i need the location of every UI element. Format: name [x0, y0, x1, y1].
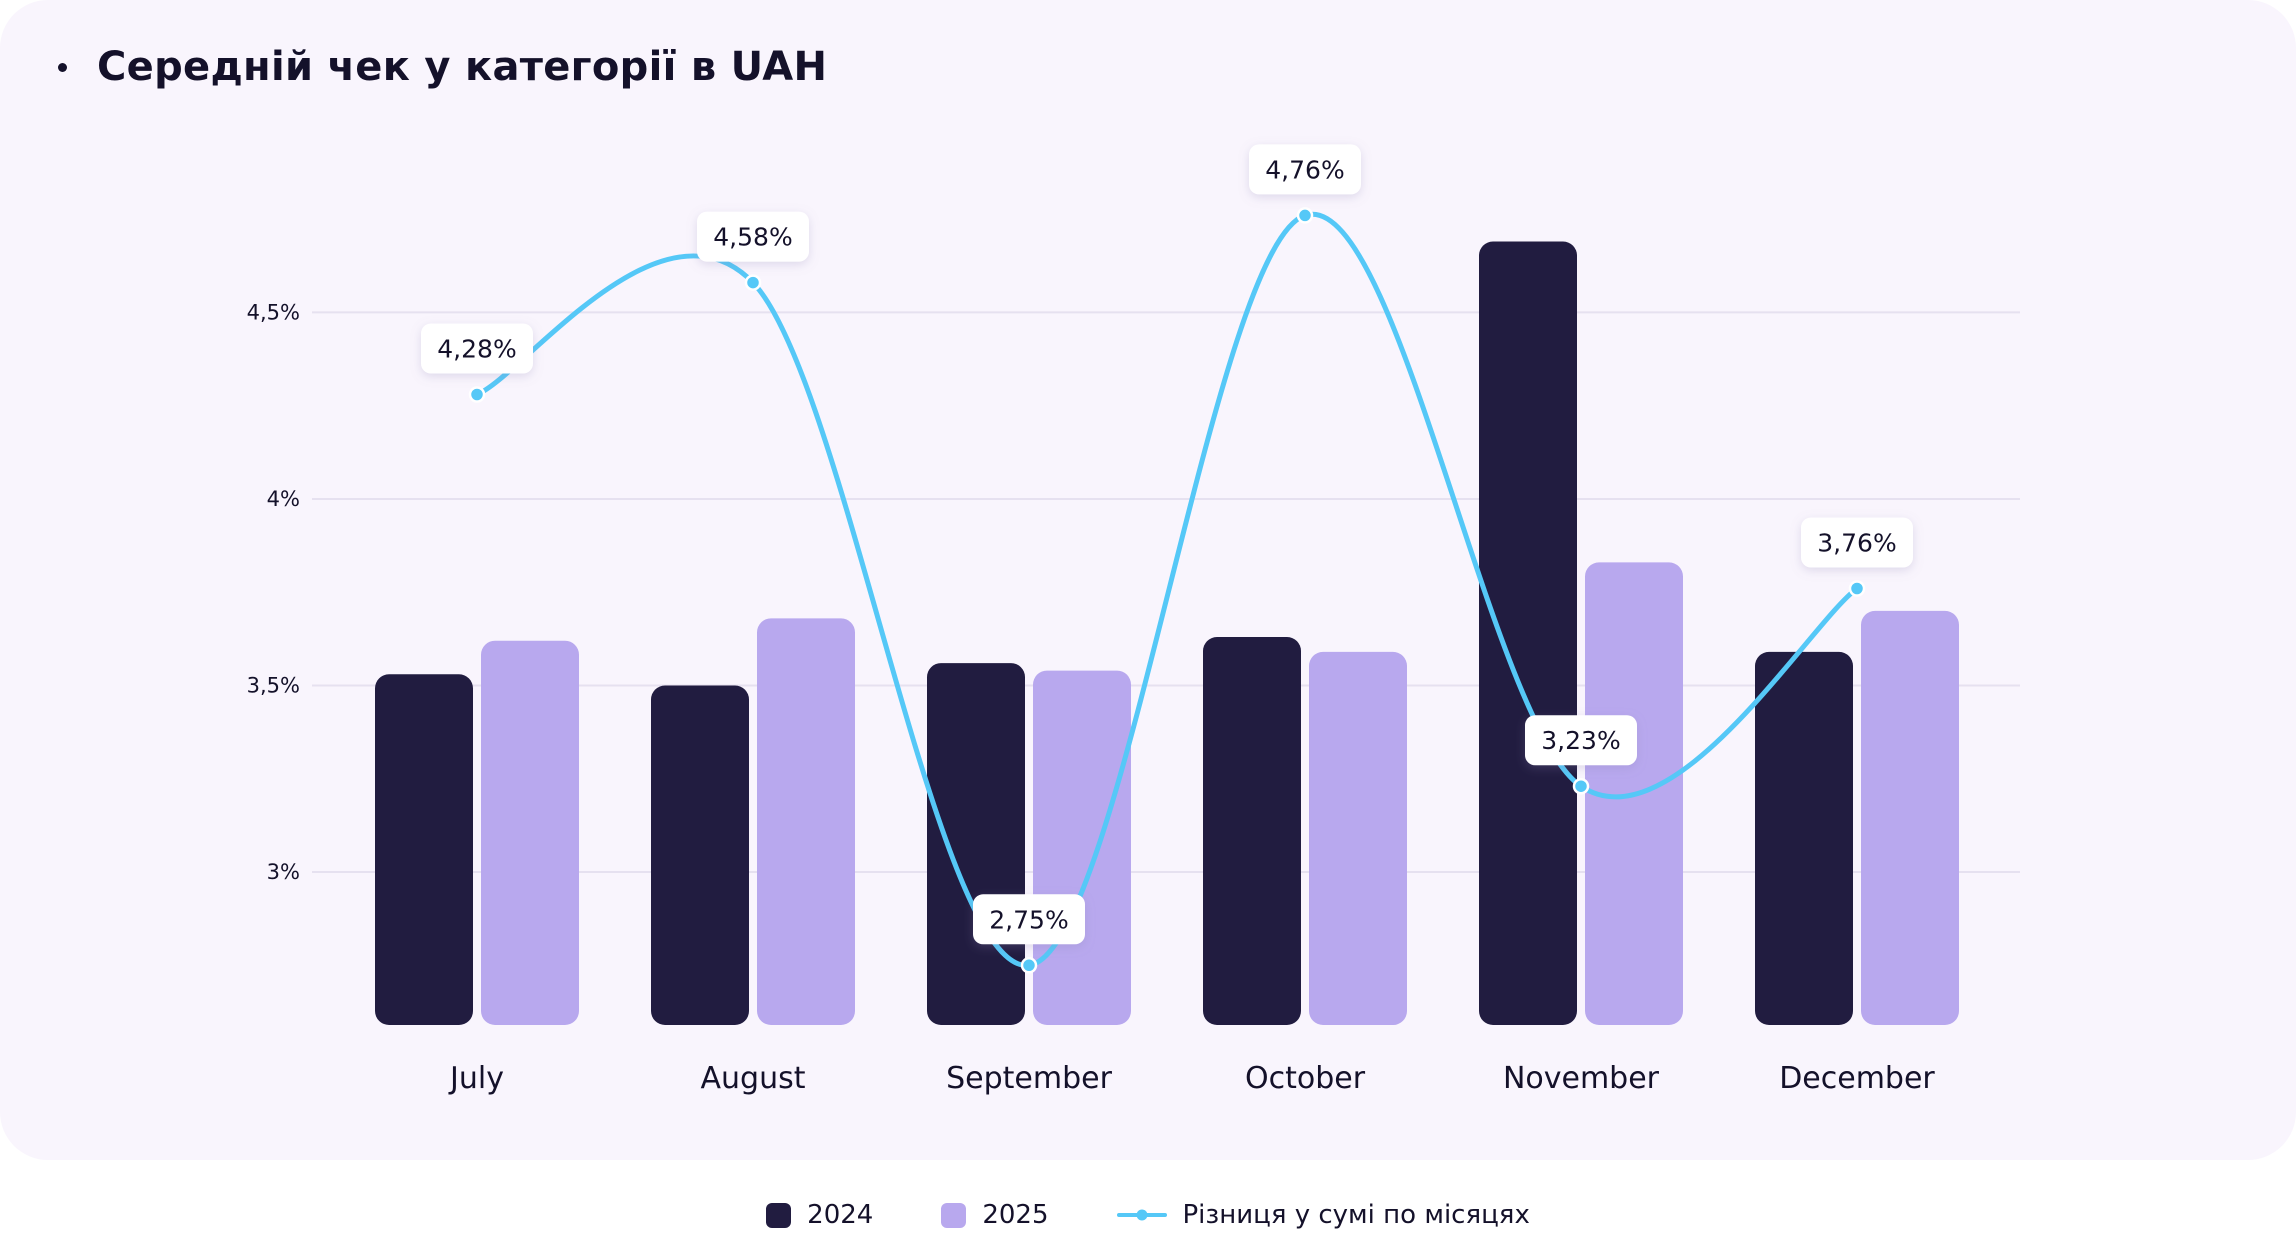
- line-data-label: 4,76%: [1249, 144, 1361, 195]
- bullet-icon: [58, 62, 67, 72]
- line-point: [468, 386, 486, 403]
- bar-2024-october: [1203, 637, 1301, 1025]
- line-point: [744, 274, 762, 291]
- chart-svg: 3% 3,5% 4% 4,5% July August September October N…: [247, 144, 2020, 1096]
- legend-label-difference: Різниця у сумі по місяцях: [1182, 1200, 1530, 1230]
- data-label-box: [1525, 715, 1637, 766]
- x-tick-label: July: [448, 1061, 504, 1096]
- y-tick-label: 4%: [267, 487, 300, 511]
- data-label-box: [1249, 144, 1361, 195]
- line-point: [1572, 777, 1590, 795]
- data-label-text: 3,76%: [1817, 529, 1896, 558]
- legend-item-2024[interactable]: 2024: [766, 1200, 873, 1230]
- data-label-box: [1801, 517, 1913, 568]
- grid-lines: [312, 311, 2020, 874]
- bar-2025-september: [1033, 670, 1131, 1025]
- bar-2024-july: [375, 674, 473, 1025]
- bar-2025-december: [1861, 610, 1959, 1025]
- y-tick-label: 3,5%: [247, 674, 300, 698]
- legend: 2024 2025 Різниця у сумі по місяцях: [0, 1200, 2296, 1230]
- data-label-text: 4,58%: [713, 223, 792, 252]
- bars: [375, 241, 1959, 1026]
- data-label-box: [421, 323, 533, 374]
- data-label-box: [697, 211, 809, 262]
- legend-item-2025[interactable]: 2025: [941, 1200, 1049, 1230]
- x-tick-label: September: [946, 1061, 1112, 1096]
- line-point: [1296, 207, 1314, 224]
- y-tick-label: 3%: [267, 860, 300, 884]
- legend-item-difference[interactable]: Різниця у сумі по місяцях: [1116, 1200, 1530, 1230]
- data-label-text: 4,28%: [437, 335, 516, 364]
- line-data-label: 2,75%: [973, 894, 1085, 945]
- x-tick-label: December: [1779, 1061, 1935, 1096]
- line-data-label: 4,28%: [421, 323, 533, 374]
- x-tick-label: November: [1503, 1061, 1660, 1096]
- legend-label-2025: 2025: [982, 1200, 1049, 1230]
- data-label-text: 4,76%: [1265, 155, 1344, 184]
- bar-2024-september: [927, 663, 1025, 1025]
- line-point: [1848, 580, 1866, 597]
- bar-2025-august: [757, 618, 855, 1025]
- bar-2024-november: [1479, 241, 1577, 1026]
- x-tick-label: August: [701, 1061, 806, 1096]
- data-label-text: 2,75%: [989, 905, 1068, 934]
- bar-2025-july: [481, 640, 579, 1025]
- x-axis-labels: July August September October November Decemb…: [448, 1061, 1935, 1096]
- title-row: Середній чек у категорії в UAH: [58, 44, 827, 90]
- difference-line: [468, 207, 1866, 974]
- bar-2024-december: [1755, 651, 1853, 1025]
- bar-2025-october: [1309, 651, 1407, 1025]
- line-data-label: 3,23%: [1525, 715, 1637, 766]
- legend-swatch-2025: [941, 1202, 967, 1228]
- legend-swatch-2024: [766, 1202, 792, 1228]
- line-data-label: 3,76%: [1801, 517, 1913, 568]
- data-label-text: 3,23%: [1541, 726, 1620, 755]
- legend-label-2024: 2024: [807, 1200, 874, 1230]
- line-data-labels: 4,28% 4,58% 2,75% 4,76% 3,23% 3,76%: [421, 144, 1913, 945]
- bar-2024-august: [651, 685, 749, 1025]
- data-label-box: [973, 894, 1085, 945]
- legend-line-icon: [1116, 1209, 1167, 1221]
- chart-title: Середній чек у категорії в UAH: [97, 44, 828, 90]
- line-data-label: 4,58%: [697, 211, 809, 262]
- x-tick-label: October: [1245, 1061, 1366, 1096]
- y-axis-ticks: 3% 3,5% 4% 4,5%: [247, 300, 300, 884]
- y-tick-label: 4,5%: [247, 300, 300, 324]
- line-point: [1020, 957, 1038, 974]
